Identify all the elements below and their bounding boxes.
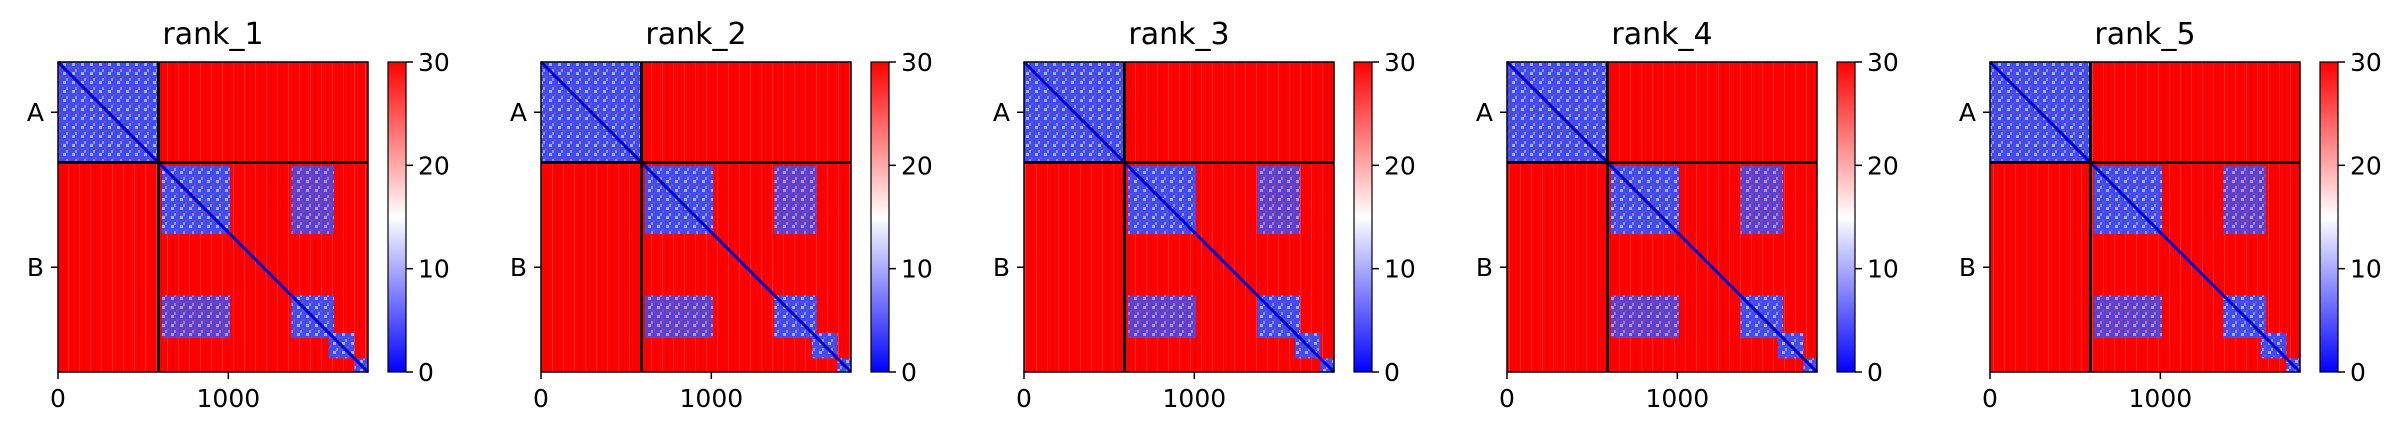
heatmap-diagonal [1988, 60, 2302, 374]
colorbar-tick-label: 20 [1867, 151, 1899, 180]
heatmap-offdiag-block [2223, 165, 2266, 235]
colorbar-tick-label: 10 [1384, 255, 1416, 284]
panel-3: rank_3 A B 0 1000 0 10 20 30 [993, 17, 1416, 413]
colorbar-tick-label: 0 [418, 358, 434, 387]
heatmap-offdiag-block [291, 165, 334, 235]
colorbar-tick-label: 0 [2350, 358, 2366, 387]
colorbar [1353, 61, 1373, 373]
x-tick-label: 0 [50, 384, 66, 413]
x-tick-label: 1000 [680, 384, 744, 413]
heatmap-offdiag-block [2093, 295, 2163, 338]
colorbar [387, 61, 407, 373]
colorbar-tick-label: 0 [1384, 358, 1400, 387]
heatmap-frame [1023, 61, 1335, 373]
y-tick-label: A [993, 98, 1010, 127]
y-tick-label: A [1476, 98, 1493, 127]
y-tick-label: B [27, 253, 44, 282]
y-tick-label: B [993, 253, 1010, 282]
y-tick-label: A [27, 98, 44, 127]
x-tick-label: 1000 [1646, 384, 1710, 413]
x-tick-label: 0 [1499, 384, 1515, 413]
y-tick-label: B [1959, 253, 1976, 282]
panel-1: rank_1 A B 0 1000 0 10 20 30 [27, 17, 450, 413]
colorbar-tick-label: 10 [1867, 255, 1899, 284]
heatmap-offdiag-block [1127, 295, 1197, 338]
colorbar-tick-label: 10 [901, 255, 933, 284]
x-tick-label: 1000 [1163, 384, 1227, 413]
x-tick-label: 0 [1982, 384, 1998, 413]
colorbar-tick-label: 20 [418, 151, 450, 180]
colorbar-tick-label: 0 [1867, 358, 1883, 387]
colorbar-tick-label: 30 [2350, 48, 2382, 77]
panel-title: rank_4 [1611, 17, 1712, 52]
colorbar-tick-label: 30 [901, 48, 933, 77]
heatmap-frame [1989, 61, 2301, 373]
colorbar-tick-label: 10 [418, 255, 450, 284]
heatmap-offdiag-block [774, 165, 817, 235]
panel-2: rank_2 A B 0 1000 0 10 20 30 [510, 17, 933, 413]
colorbar-tick-label: 0 [901, 358, 917, 387]
colorbar-tick-label: 20 [1384, 151, 1416, 180]
colorbar-tick-label: 10 [2350, 255, 2382, 284]
heatmap-frame [1506, 61, 1818, 373]
y-tick-label: A [1959, 98, 1976, 127]
panel-title: rank_1 [162, 17, 263, 52]
heatmap-frame [540, 61, 852, 373]
colorbar-tick-label: 20 [2350, 151, 2382, 180]
y-tick-label: B [510, 253, 527, 282]
heatmap-offdiag-block [1740, 165, 1783, 235]
heatmap-diagonal [56, 60, 370, 374]
y-tick-label: A [510, 98, 527, 127]
heatmap-offdiag-block [161, 295, 231, 338]
colorbar [2319, 61, 2339, 373]
heatmap-offdiag-block [1257, 165, 1300, 235]
colorbar-tick-label: 20 [901, 151, 933, 180]
heatmap-offdiag-block [1610, 295, 1680, 338]
colorbar-tick-label: 30 [1384, 48, 1416, 77]
colorbar-tick-label: 30 [1867, 48, 1899, 77]
colorbar-tick-label: 30 [418, 48, 450, 77]
colorbar [1836, 61, 1856, 373]
panel-5: rank_5 A B 0 1000 0 10 20 30 [1959, 17, 2382, 413]
colorbar [870, 61, 890, 373]
heatmap-offdiag-block [644, 295, 714, 338]
heatmap-frame [57, 61, 369, 373]
y-tick-label: B [1476, 253, 1493, 282]
panel-title: rank_2 [645, 17, 746, 52]
x-tick-label: 1000 [2129, 384, 2193, 413]
heatmap-diagonal [1022, 60, 1336, 374]
panel-4: rank_4 A B 0 1000 0 10 20 30 [1476, 17, 1899, 413]
x-tick-label: 1000 [197, 384, 261, 413]
panel-title: rank_3 [1128, 17, 1229, 52]
heatmap-diagonal [1505, 60, 1819, 374]
x-tick-label: 0 [1016, 384, 1032, 413]
panel-title: rank_5 [2094, 17, 2195, 52]
x-tick-label: 0 [533, 384, 549, 413]
heatmap-diagonal [539, 60, 853, 374]
